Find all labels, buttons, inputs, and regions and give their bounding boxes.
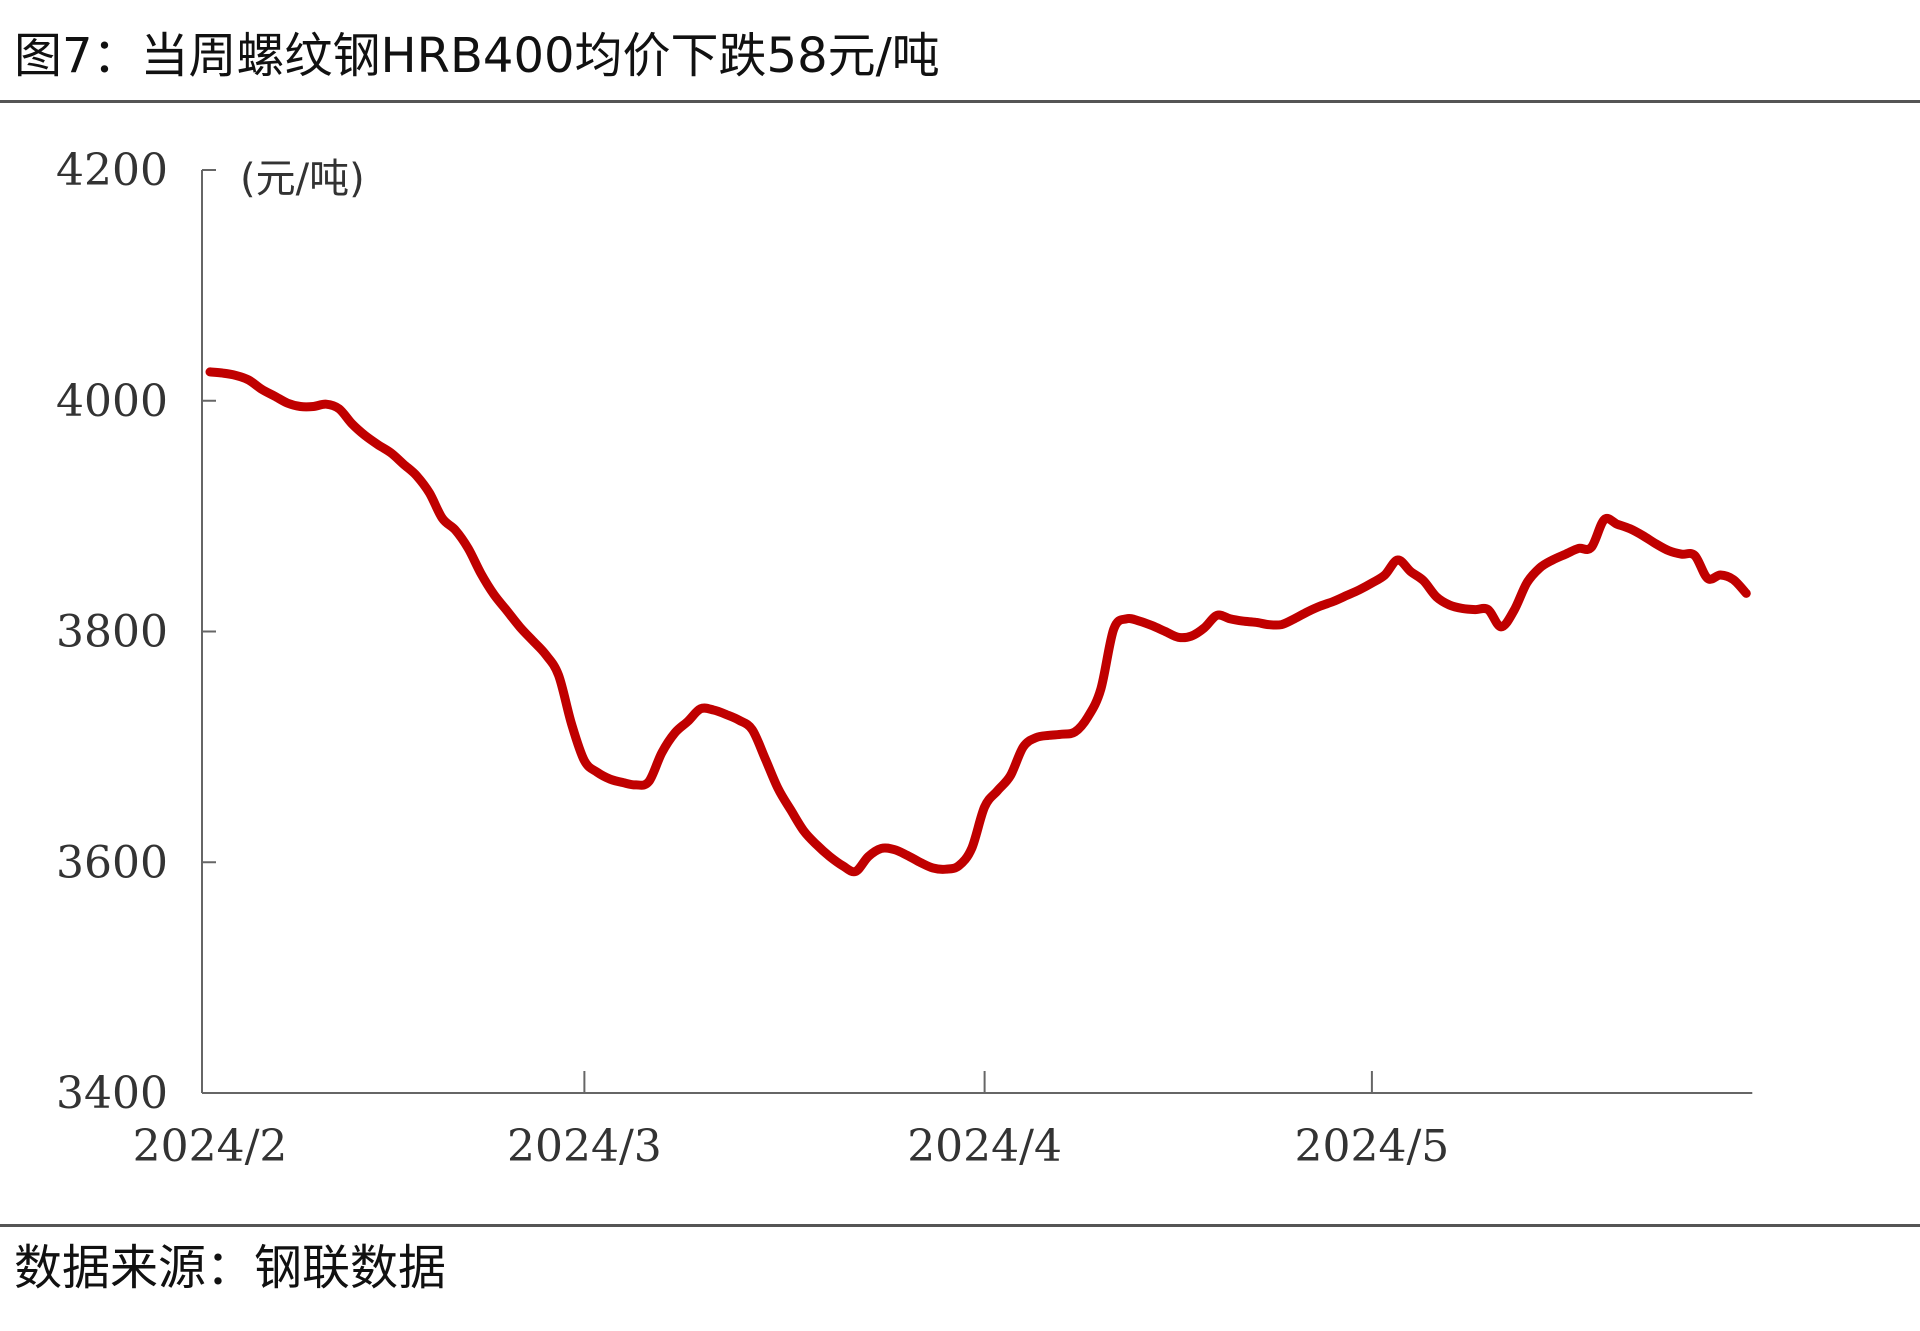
series-line-hrb400-price	[205, 367, 1751, 877]
x-tick-group: 2024/2 2024/3 2024/4 2024/5	[133, 1071, 1450, 1172]
y-tick-label: 3800	[56, 607, 168, 658]
y-tick-label: 3400	[56, 1068, 168, 1119]
y-tick-label: 3600	[56, 837, 168, 888]
x-tick-label: 2024/2	[133, 1121, 288, 1172]
top-divider	[0, 100, 1920, 103]
x-tick-label: 2024/5	[1295, 1121, 1450, 1172]
y-axis-unit-label: (元/吨)	[240, 156, 365, 202]
x-tick-label: 2024/3	[507, 1121, 662, 1172]
y-tick-label: 4000	[56, 376, 168, 427]
y-tick-label: 4200	[56, 145, 168, 196]
bottom-divider	[0, 1224, 1920, 1227]
y-tick-group: 3400 3600 3800 4000 4200	[56, 145, 216, 1119]
x-tick-label: 2024/4	[907, 1121, 1062, 1172]
chart-title: 图7：当周螺纹钢HRB400均价下跌58元/吨	[14, 28, 940, 84]
data-source-note: 数据来源：钢联数据	[14, 1240, 447, 1296]
